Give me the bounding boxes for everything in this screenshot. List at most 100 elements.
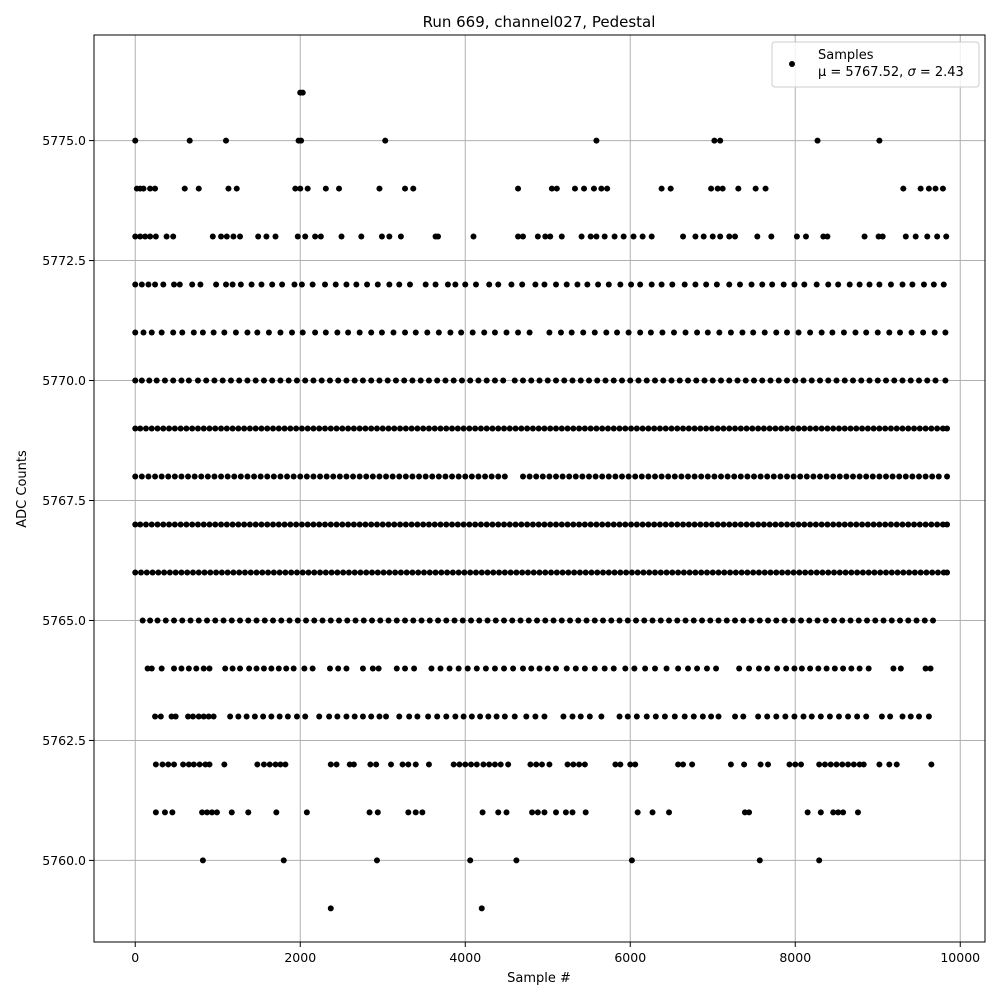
data-point	[542, 569, 549, 576]
data-point	[934, 425, 941, 432]
data-point	[634, 809, 641, 816]
data-point	[582, 809, 589, 816]
data-point	[598, 185, 605, 192]
data-point	[399, 761, 406, 768]
data-point	[547, 233, 554, 240]
data-point	[602, 377, 609, 384]
data-point	[535, 425, 542, 432]
data-point	[625, 329, 632, 336]
data-point	[147, 185, 154, 192]
data-point	[882, 425, 889, 432]
data-point	[678, 473, 685, 480]
data-point	[195, 569, 202, 576]
data-point	[350, 761, 357, 768]
data-point	[369, 569, 376, 576]
data-point	[727, 761, 734, 768]
data-point	[656, 425, 663, 432]
data-point	[437, 665, 444, 672]
data-point	[658, 185, 665, 192]
data-point	[356, 425, 363, 432]
data-point	[773, 329, 780, 336]
data-point	[824, 233, 831, 240]
data-point	[550, 617, 557, 624]
data-point	[506, 425, 513, 432]
data-point	[231, 473, 238, 480]
data-point	[675, 665, 682, 672]
data-point	[291, 281, 298, 288]
data-point	[561, 377, 568, 384]
data-point	[483, 521, 490, 528]
data-point	[336, 473, 343, 480]
data-point	[610, 665, 617, 672]
data-point	[275, 521, 282, 528]
data-point	[773, 617, 780, 624]
data-point	[645, 473, 652, 480]
data-point	[854, 809, 861, 816]
data-point	[831, 617, 838, 624]
data-point	[930, 281, 937, 288]
data-point	[743, 521, 750, 528]
data-point	[154, 617, 161, 624]
data-point	[422, 473, 429, 480]
data-point	[816, 857, 823, 864]
data-point	[570, 521, 577, 528]
data-point	[791, 665, 798, 672]
data-point	[674, 617, 681, 624]
data-point	[700, 233, 707, 240]
data-point	[703, 425, 710, 432]
data-point	[132, 425, 139, 432]
data-point	[674, 521, 681, 528]
data-point	[443, 713, 450, 720]
data-point	[752, 185, 759, 192]
data-point	[312, 329, 319, 336]
data-point	[814, 617, 821, 624]
data-point	[435, 473, 442, 480]
data-point	[230, 233, 237, 240]
data-point	[279, 281, 286, 288]
data-point	[358, 233, 365, 240]
data-point	[449, 425, 456, 432]
data-point	[311, 569, 318, 576]
data-point	[812, 521, 819, 528]
data-point	[756, 617, 763, 624]
data-point	[897, 665, 904, 672]
data-point	[368, 713, 375, 720]
data-point	[473, 665, 480, 672]
data-point	[579, 473, 586, 480]
data-point	[270, 617, 277, 624]
data-point	[594, 569, 601, 576]
data-point	[751, 473, 757, 480]
data-point	[157, 713, 164, 720]
data-point	[330, 473, 337, 480]
data-point	[576, 569, 583, 576]
data-point	[708, 425, 715, 432]
data-point	[633, 425, 640, 432]
data-point	[590, 185, 597, 192]
data-point	[807, 569, 814, 576]
data-point	[368, 521, 375, 528]
data-point	[588, 569, 595, 576]
data-point	[294, 617, 301, 624]
data-point	[257, 473, 264, 480]
data-point	[466, 521, 473, 528]
data-point	[327, 425, 334, 432]
data-point	[511, 713, 518, 720]
data-point	[468, 713, 475, 720]
data-point	[435, 233, 442, 240]
data-point	[635, 377, 642, 384]
data-point	[620, 233, 627, 240]
data-point	[553, 521, 559, 528]
data-point	[908, 329, 915, 336]
data-point	[301, 665, 308, 672]
data-point	[282, 569, 289, 576]
data-point	[382, 137, 389, 144]
data-point	[594, 377, 601, 384]
data-point	[343, 473, 350, 480]
chart-title: Run 669, channel027, Pedestal	[423, 13, 656, 31]
data-point	[327, 761, 334, 768]
data-point	[339, 425, 346, 432]
data-point	[426, 569, 433, 576]
data-point	[617, 281, 624, 288]
data-point	[481, 329, 488, 336]
data-point	[831, 665, 838, 672]
